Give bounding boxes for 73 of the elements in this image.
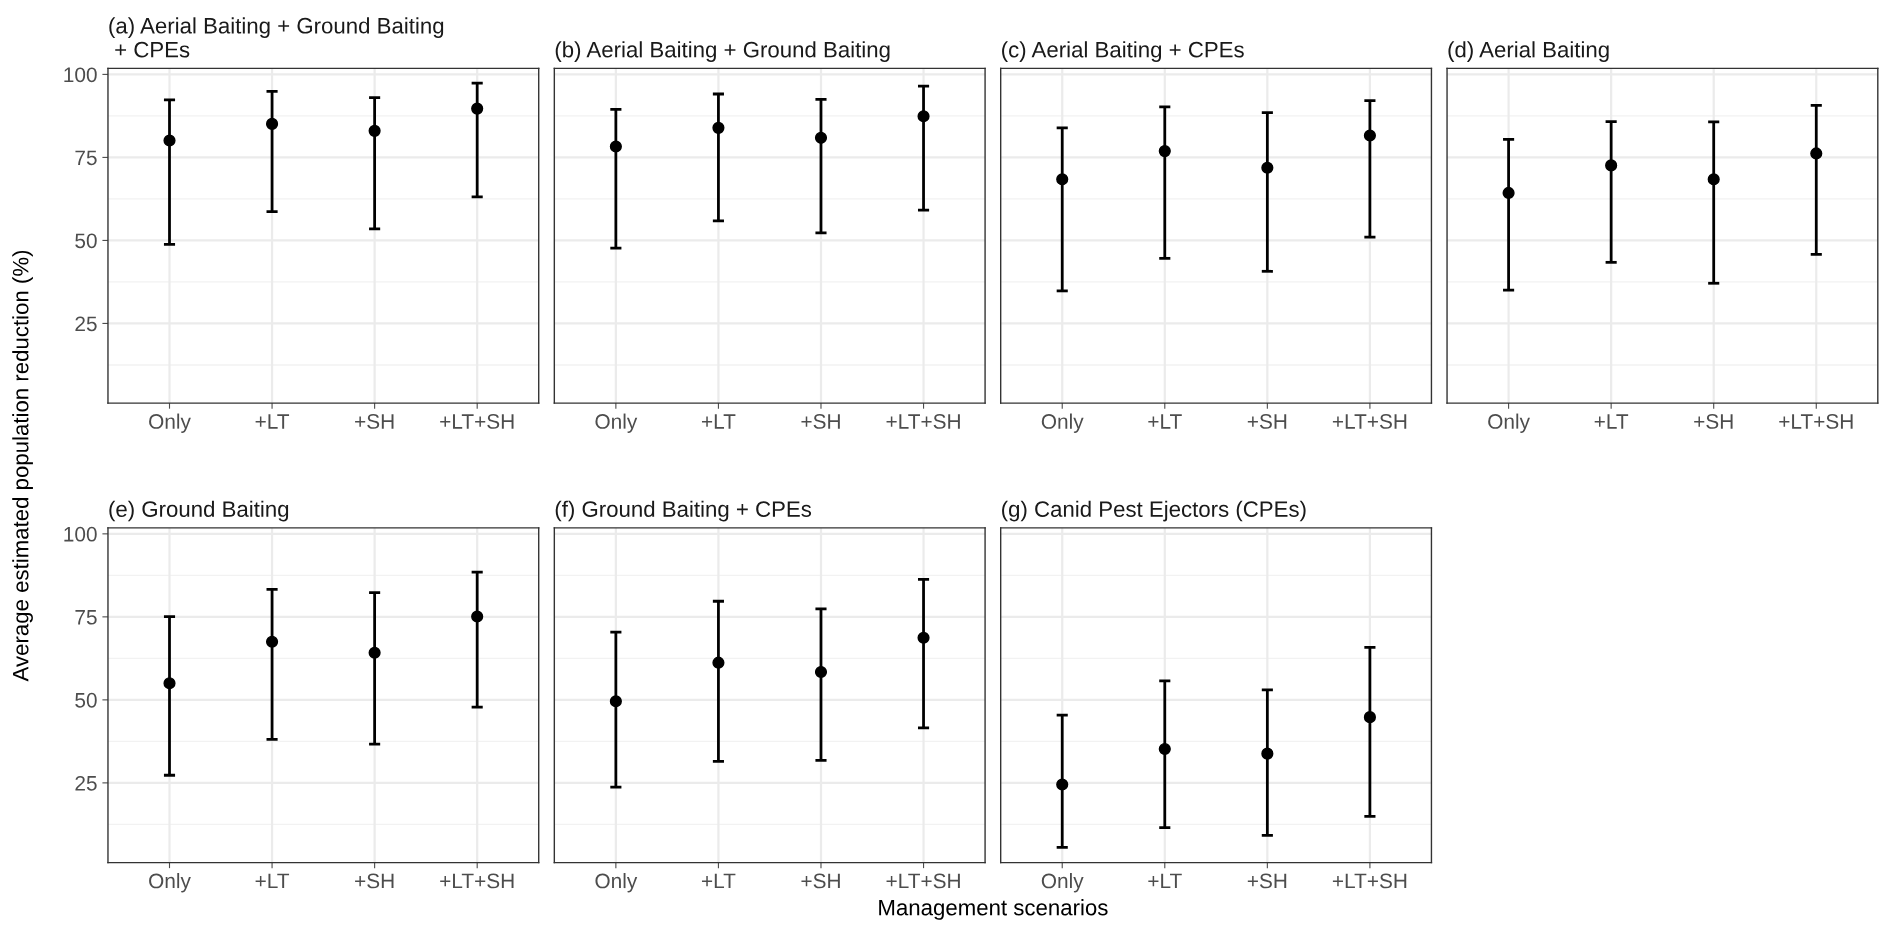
point bbox=[368, 124, 381, 137]
x-tick-label: +LT+SH bbox=[1332, 414, 1407, 429]
y-tick-label: 50 bbox=[75, 233, 97, 249]
chart-title: (d) Aerial Baiting bbox=[1448, 41, 1609, 62]
x-tick-label: +SH bbox=[1247, 414, 1287, 429]
point bbox=[814, 665, 828, 679]
point bbox=[609, 695, 622, 708]
x-tick-label: +LT+SH bbox=[440, 873, 514, 889]
point bbox=[1056, 778, 1069, 791]
x-tick-label: +LT+SH bbox=[1779, 414, 1853, 429]
point bbox=[609, 140, 622, 153]
x-tick-label: +LT+SH bbox=[886, 873, 960, 889]
x-tick-label: +LT bbox=[701, 873, 736, 889]
chart-title: (b) Aerial Baiting + Ground Baiting bbox=[555, 41, 890, 62]
point bbox=[471, 610, 484, 623]
point bbox=[1502, 186, 1515, 200]
x-tick-label: +LT+SH bbox=[1332, 873, 1407, 889]
x-tick-label: +LT bbox=[255, 873, 290, 889]
y-tick-label: 75 bbox=[75, 150, 97, 166]
chart-title: (e) Ground Baiting bbox=[109, 500, 289, 522]
x-tick-label: Only bbox=[1488, 413, 1530, 433]
x-tick-label: Only bbox=[149, 872, 191, 893]
point bbox=[712, 121, 725, 134]
y-tick-label: 100 bbox=[64, 526, 97, 542]
point bbox=[1605, 159, 1618, 172]
x-tick-label: Only bbox=[1041, 872, 1084, 893]
x-tick-label: Only bbox=[1041, 413, 1084, 433]
point bbox=[1158, 145, 1171, 158]
x-axis-title: Management scenarios bbox=[879, 899, 1108, 920]
x-tick-label: +SH bbox=[355, 414, 394, 429]
point bbox=[1707, 173, 1720, 186]
point bbox=[163, 677, 176, 690]
x-tick-label: +LT bbox=[701, 414, 736, 429]
point bbox=[712, 656, 725, 669]
point bbox=[163, 134, 176, 147]
x-tick-label: Only bbox=[595, 872, 638, 893]
point bbox=[265, 117, 279, 130]
point bbox=[368, 646, 381, 659]
x-tick-label: +LT+SH bbox=[886, 414, 960, 429]
point bbox=[1261, 161, 1274, 174]
y-tick-label: 75 bbox=[75, 610, 97, 625]
chart-title: (f) Ground Baiting + CPEs bbox=[555, 500, 812, 522]
point bbox=[471, 102, 484, 115]
y-tick-label: 25 bbox=[75, 316, 97, 332]
point bbox=[1261, 747, 1274, 760]
x-tick-label: +LT+SH bbox=[440, 414, 514, 429]
x-tick-label: +LT bbox=[255, 414, 290, 429]
point bbox=[1158, 742, 1171, 756]
x-tick-label: +SH bbox=[801, 873, 840, 889]
chart-title: (a) Aerial Baiting + Ground Baiting + CPEs bbox=[109, 17, 444, 58]
x-tick-label: Only bbox=[595, 413, 638, 433]
x-tick-label: +SH bbox=[1247, 873, 1287, 889]
point bbox=[1363, 129, 1376, 142]
point bbox=[1810, 147, 1823, 160]
point bbox=[1056, 173, 1069, 186]
x-tick-label: Only bbox=[149, 413, 191, 433]
x-tick-label: +LT bbox=[1148, 414, 1182, 429]
x-tick-label: +LT bbox=[1594, 414, 1629, 429]
point bbox=[814, 131, 828, 144]
y-axis-title: Average estimated population reduction (%) bbox=[12, 250, 33, 682]
x-tick-label: +LT bbox=[1148, 873, 1182, 889]
y-tick-label: 25 bbox=[75, 775, 97, 791]
y-tick-label: 100 bbox=[64, 67, 97, 83]
point bbox=[917, 110, 930, 123]
point bbox=[265, 635, 279, 648]
chart-title: (c) Aerial Baiting + CPEs bbox=[1002, 41, 1244, 62]
chart-title: (g) Canid Pest Ejectors (CPEs) bbox=[1002, 500, 1306, 522]
x-tick-label: +SH bbox=[801, 414, 840, 429]
y-tick-label: 50 bbox=[75, 692, 97, 708]
point bbox=[917, 631, 930, 644]
point bbox=[1363, 711, 1376, 724]
x-tick-label: +SH bbox=[1694, 414, 1733, 429]
x-tick-label: +SH bbox=[355, 873, 394, 889]
